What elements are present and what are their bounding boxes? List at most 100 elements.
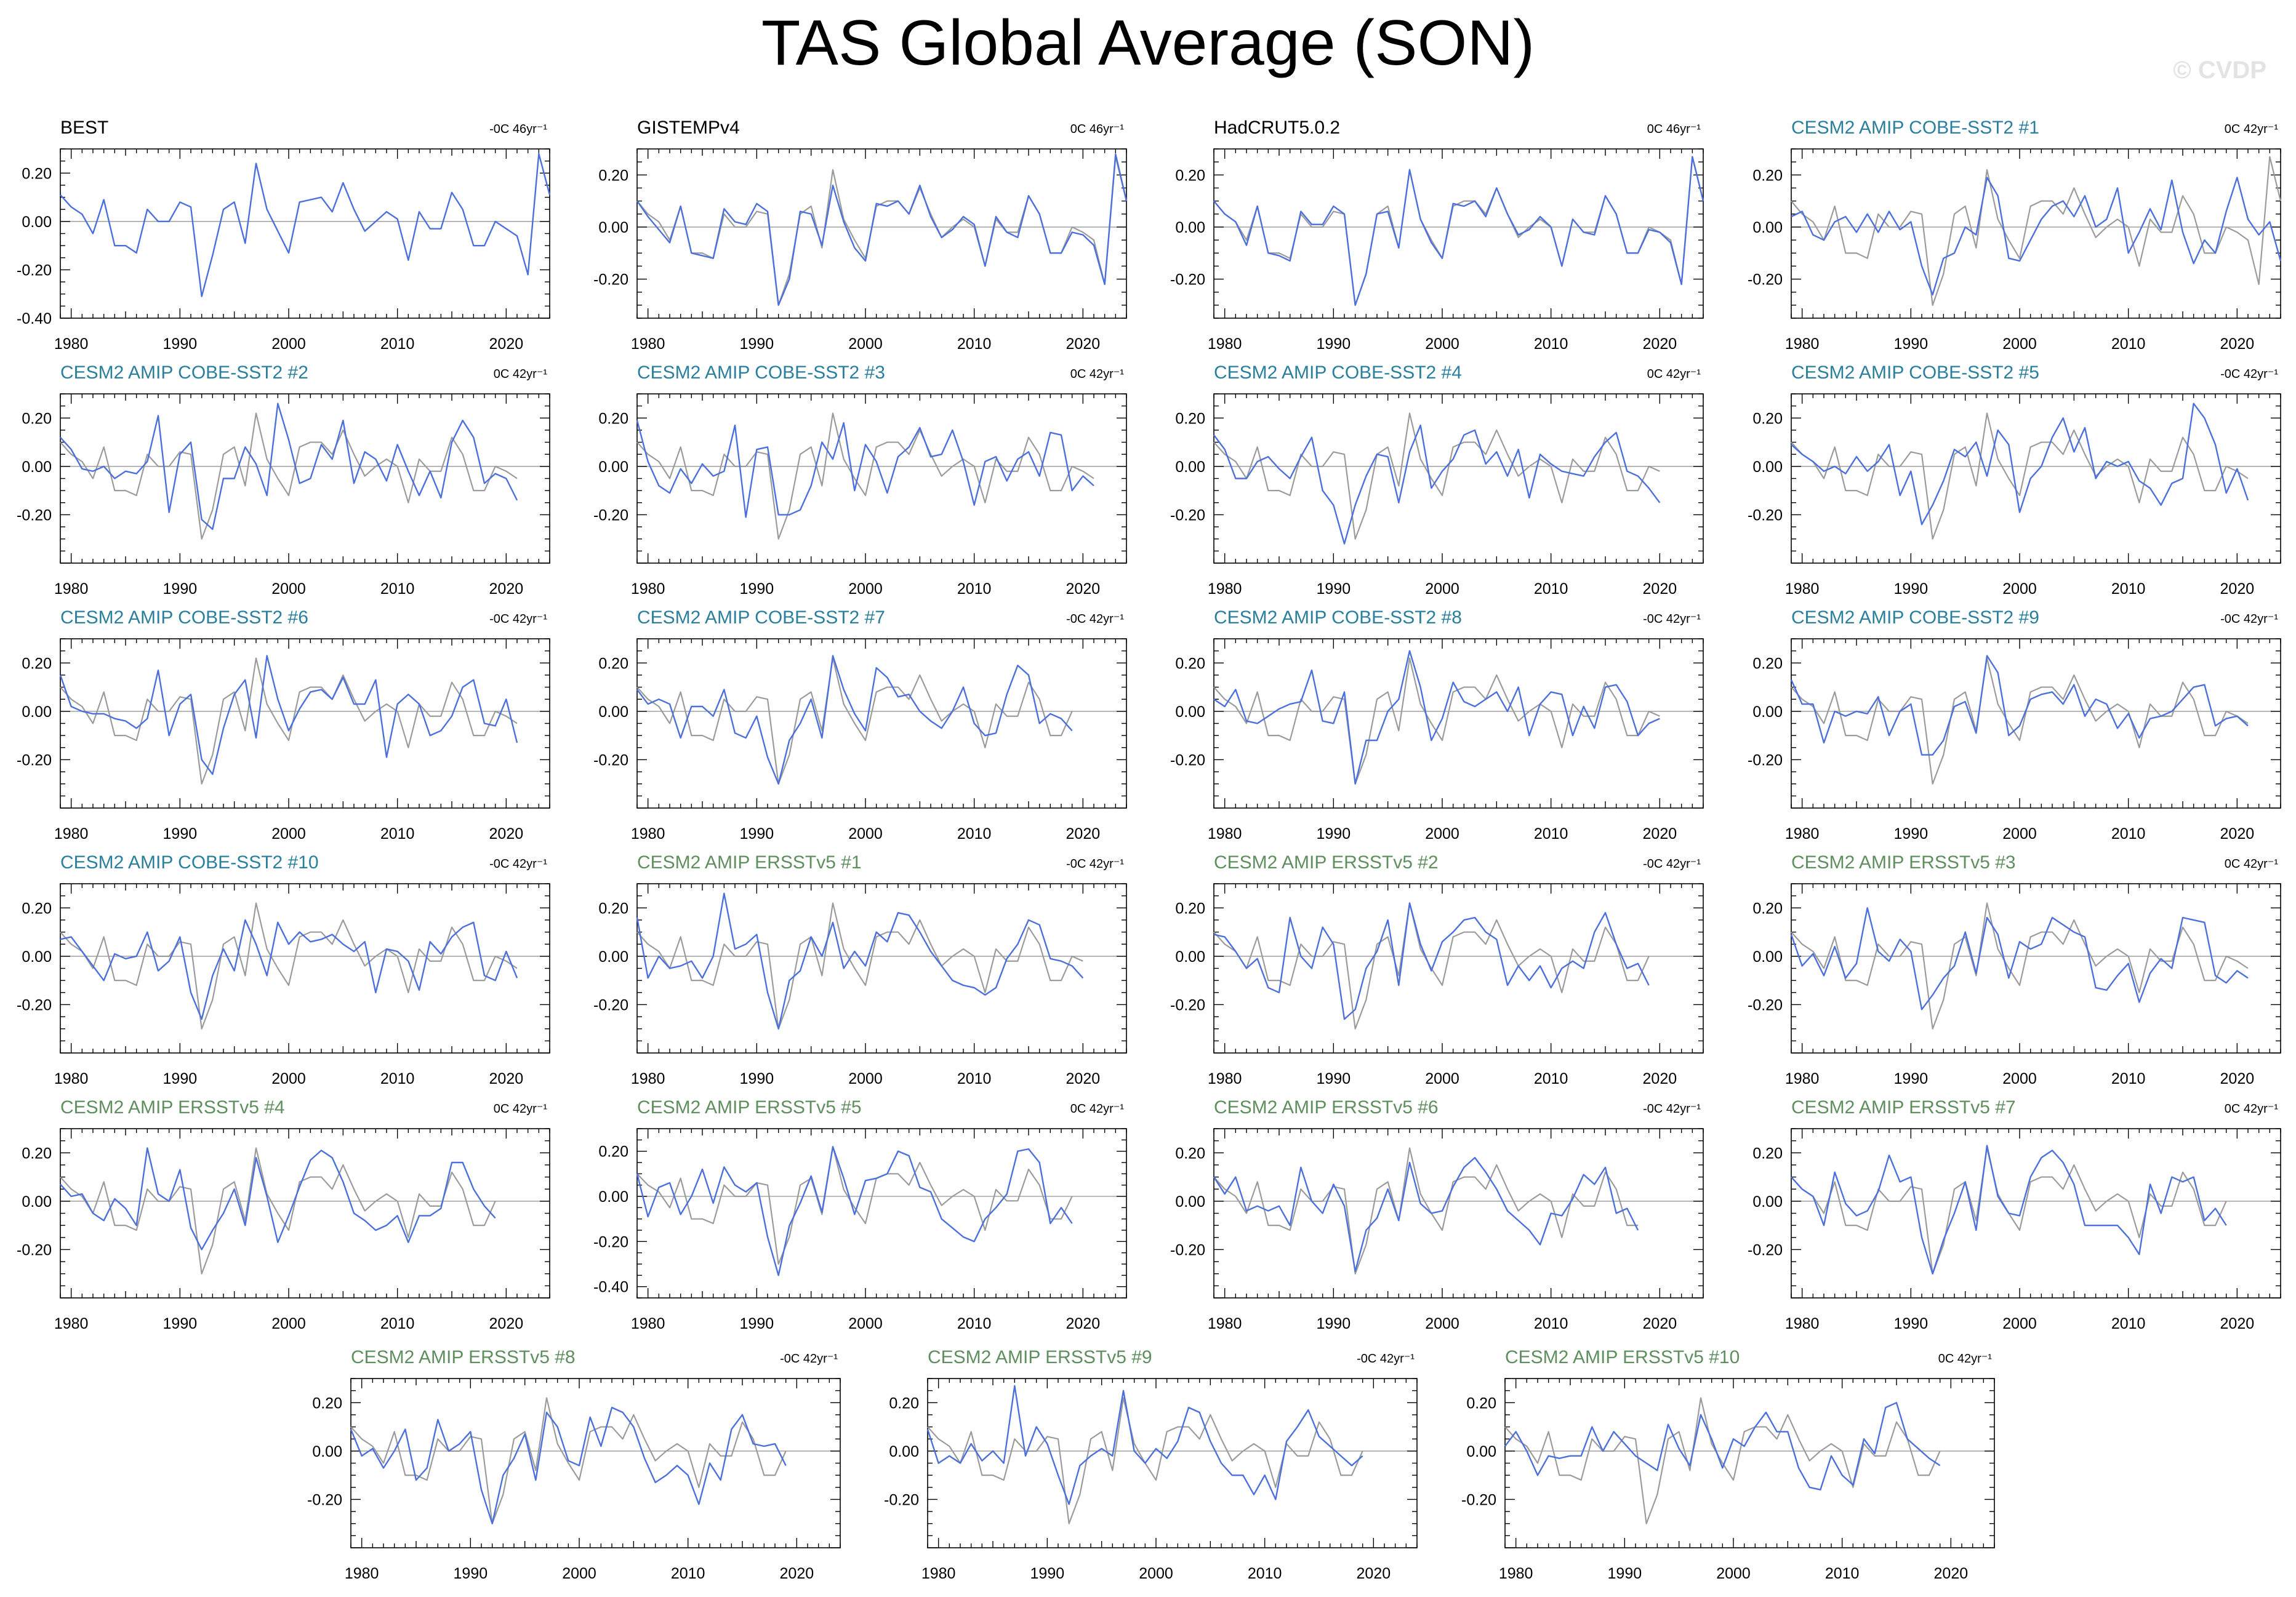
x-tick-label: 1990: [1894, 1070, 1929, 1087]
x-tick-label: 1990: [1894, 1315, 1929, 1332]
y-tick-label: -0.20: [593, 506, 628, 524]
series-line: [60, 919, 518, 1020]
y-tick-label: 0.00: [22, 458, 52, 476]
plot-frame: [1213, 638, 1704, 809]
x-tick-label: 2020: [1066, 580, 1101, 598]
y-tick-label: -0.20: [1748, 271, 1783, 289]
trend-label: 0C 42yr⁻¹: [2225, 1102, 2279, 1116]
observed-series-line: [60, 657, 518, 785]
y-tick-label: -0.20: [1748, 751, 1783, 769]
panel-title: CESM2 AMIP COBE-SST2 #1: [1791, 118, 2039, 138]
panel-title: CESM2 AMIP COBE-SST2 #8: [1214, 607, 1462, 628]
x-tick-label: 1990: [740, 1315, 774, 1332]
x-tick-label: 2000: [1139, 1565, 1173, 1582]
y-tick-label: 0.20: [889, 1395, 919, 1412]
y-tick-label: 0.20: [22, 655, 52, 672]
plot-frame: [1213, 393, 1704, 564]
y-tick-label: -0.40: [17, 310, 52, 327]
panel-title: CESM2 AMIP ERSSTv5 #6: [1214, 1097, 1439, 1118]
x-tick-label: 2000: [848, 1070, 883, 1087]
trend-label: -0C 42yr⁻¹: [489, 612, 547, 626]
x-tick-label: 2010: [957, 825, 992, 843]
panel-title: CESM2 AMIP COBE-SST2 #5: [1791, 362, 2039, 383]
y-tick-label: -0.20: [17, 996, 52, 1014]
x-tick-label: 2000: [271, 335, 306, 353]
observed-series-line: [60, 412, 518, 540]
trend-label: 0C 42yr⁻¹: [1938, 1352, 1993, 1366]
x-tick-label: 2010: [2111, 1070, 2146, 1087]
y-tick-label: -0.20: [1170, 751, 1205, 769]
x-tick-label: 2000: [2002, 1315, 2037, 1332]
x-tick-label: 2010: [957, 1315, 992, 1332]
panel-8: CESM2 AMIP COBE-SST2 #5 -0C 42yr⁻¹ -0.20 0.…: [1748, 362, 2281, 598]
y-tick-label: -0.20: [884, 1491, 919, 1508]
x-tick-label: 2020: [1066, 335, 1101, 353]
x-tick-label: 1980: [631, 335, 665, 353]
x-tick-label: 2000: [2002, 335, 2037, 353]
panel-title: CESM2 AMIP ERSSTv5 #5: [637, 1097, 862, 1118]
x-tick-label: 2020: [1066, 1070, 1101, 1087]
y-tick-label: 0.20: [1752, 655, 1783, 672]
x-tick-label: 1990: [1317, 1070, 1351, 1087]
y-tick-label: -0.40: [593, 1279, 628, 1296]
panel-7: CESM2 AMIP COBE-SST2 #4 0C 42yr⁻¹ -0.20 0.0…: [1170, 362, 1704, 598]
x-tick-label: 2020: [1357, 1565, 1391, 1582]
y-tick-label: 0.20: [598, 410, 628, 427]
y-tick-label: 0.20: [22, 1145, 52, 1162]
panel-16: CESM2 AMIP ERSSTv5 #3 0C 42yr⁻¹ -0.20 0.00 0…: [1748, 852, 2281, 1087]
plot-frame: [1213, 883, 1704, 1054]
x-tick-label: 2020: [2220, 335, 2255, 353]
x-tick-label: 2020: [2220, 825, 2255, 843]
x-tick-label: 2000: [271, 825, 306, 843]
x-tick-label: 1980: [54, 1070, 89, 1087]
trend-label: -0C 42yr⁻¹: [1643, 857, 1701, 871]
plot-frame: [60, 638, 550, 809]
x-tick-label: 2010: [2111, 1315, 2146, 1332]
y-tick-label: -0.20: [593, 1233, 628, 1251]
y-tick-label: 0.20: [22, 410, 52, 427]
trend-label: 0C 42yr⁻¹: [2225, 857, 2279, 871]
panel-title: HadCRUT5.0.2: [1214, 118, 1340, 138]
panel-11: CESM2 AMIP COBE-SST2 #8 -0C 42yr⁻¹ -0.20 0.…: [1170, 607, 1704, 843]
y-tick-label: -0.20: [1748, 996, 1783, 1014]
observed-series-line: [60, 902, 518, 1030]
x-tick-label: 1980: [631, 580, 665, 598]
trend-label: -0C 42yr⁻¹: [1066, 612, 1124, 626]
y-tick-label: 0.00: [1175, 458, 1205, 476]
x-tick-label: 2010: [2111, 335, 2146, 353]
observed-series-line: [1213, 657, 1660, 785]
x-tick-label: 2000: [271, 1315, 306, 1332]
series-line: [1213, 650, 1660, 785]
y-tick-label: 0.00: [598, 1188, 628, 1206]
observed-series-line: [636, 902, 1083, 1030]
y-tick-label: 0.00: [1752, 948, 1783, 966]
y-tick-label: 0.00: [1752, 219, 1783, 236]
panel-5: CESM2 AMIP COBE-SST2 #2 0C 42yr⁻¹ -0.20 0.0…: [17, 362, 550, 598]
x-tick-label: 1990: [1317, 825, 1351, 843]
y-tick-label: 0.20: [312, 1395, 342, 1412]
y-tick-label: 0.20: [1175, 655, 1205, 672]
panel-15: CESM2 AMIP ERSSTv5 #2 -0C 42yr⁻¹ -0.20 0.00…: [1170, 852, 1704, 1087]
x-tick-label: 2020: [489, 335, 524, 353]
panel-title: CESM2 AMIP COBE-SST2 #9: [1791, 607, 2039, 628]
y-tick-label: 0.00: [598, 458, 628, 476]
y-tick-label: 0.00: [22, 1193, 52, 1211]
y-tick-label: 0.00: [1175, 219, 1205, 236]
panel-14: CESM2 AMIP ERSSTv5 #1 -0C 42yr⁻¹ -0.20 0.00…: [593, 852, 1127, 1087]
trend-label: 0C 42yr⁻¹: [1647, 367, 1701, 381]
x-tick-label: 2010: [380, 335, 415, 353]
x-tick-label: 2020: [1934, 1565, 1969, 1582]
panel-title: CESM2 AMIP ERSSTv5 #10: [1505, 1347, 1740, 1367]
panel-title: CESM2 AMIP COBE-SST2 #3: [637, 362, 885, 383]
observed-series-line: [60, 1147, 496, 1275]
plot-frame: [60, 148, 550, 319]
x-tick-label: 2020: [1643, 580, 1677, 598]
series-line: [1791, 1145, 2227, 1275]
x-tick-label: 2010: [957, 1070, 992, 1087]
observed-series-line: [1213, 156, 1704, 306]
x-tick-label: 1990: [1608, 1565, 1642, 1582]
series-line: [60, 153, 551, 297]
series-line: [636, 655, 1073, 785]
panel-18: CESM2 AMIP ERSSTv5 #5 0C 42yr⁻¹ -0.40 -0.20…: [593, 1097, 1127, 1332]
